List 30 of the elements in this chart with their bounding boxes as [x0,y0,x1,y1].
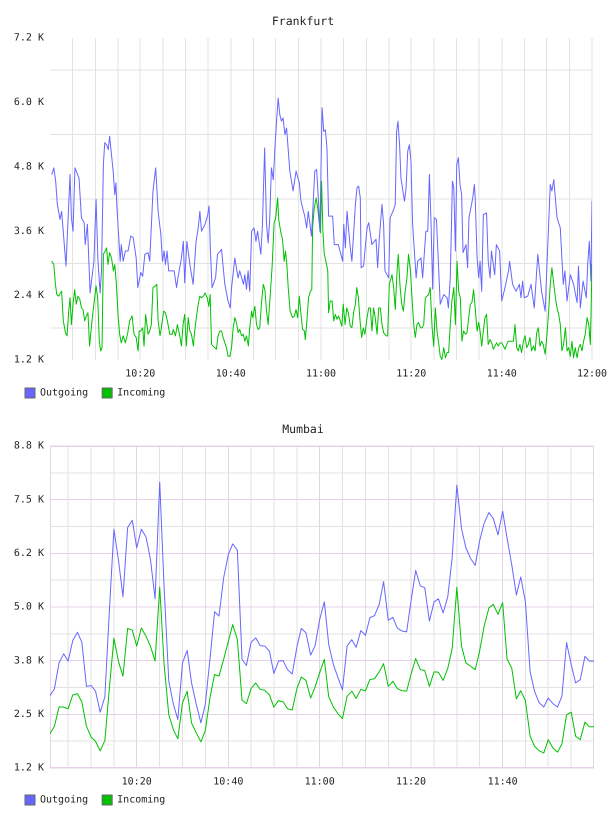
y-tick-label: 3.8 K [14,655,44,666]
chart-title: Frankfurt [272,14,334,28]
legend-label: Incoming [117,388,166,399]
y-tick-label: 5.0 K [14,602,44,613]
y-tick-label: 8.8 K [14,440,44,452]
legend-label: Outgoing [40,388,88,399]
y-tick-label: 4.8 K [14,161,44,172]
chart-title: Mumbai [282,422,324,436]
x-tick-label: 11:40 [486,368,517,380]
x-tick-label: 12:00 [576,368,608,380]
y-tick-label: 1.2 K [14,762,44,774]
y-tick-label: 6.2 K [14,548,44,559]
y-tick-label: 7.5 K [14,494,44,506]
y-tick-label: 2.4 K [14,290,44,302]
x-tick-label: 11:40 [488,776,518,788]
y-tick-label: 6.0 K [14,96,44,108]
x-tick-label: 11:00 [304,776,335,788]
x-tick-label: 11:20 [396,368,426,380]
legend-label: Outgoing [40,794,88,806]
y-tick-label: 7.2 K [14,32,44,44]
x-tick-label: 10:20 [122,776,152,788]
x-tick-label: 10:40 [213,776,244,788]
y-tick-label: 2.5 K [14,708,44,720]
x-tick-label: 11:00 [306,368,336,380]
y-tick-label: 3.6 K [14,226,44,237]
y-tick-label: 1.2 K [14,354,44,366]
x-tick-label: 10:40 [216,368,246,380]
x-tick-label: 10:20 [125,368,156,380]
x-tick-label: 11:20 [396,776,426,788]
legend-label: Incoming [117,794,166,806]
